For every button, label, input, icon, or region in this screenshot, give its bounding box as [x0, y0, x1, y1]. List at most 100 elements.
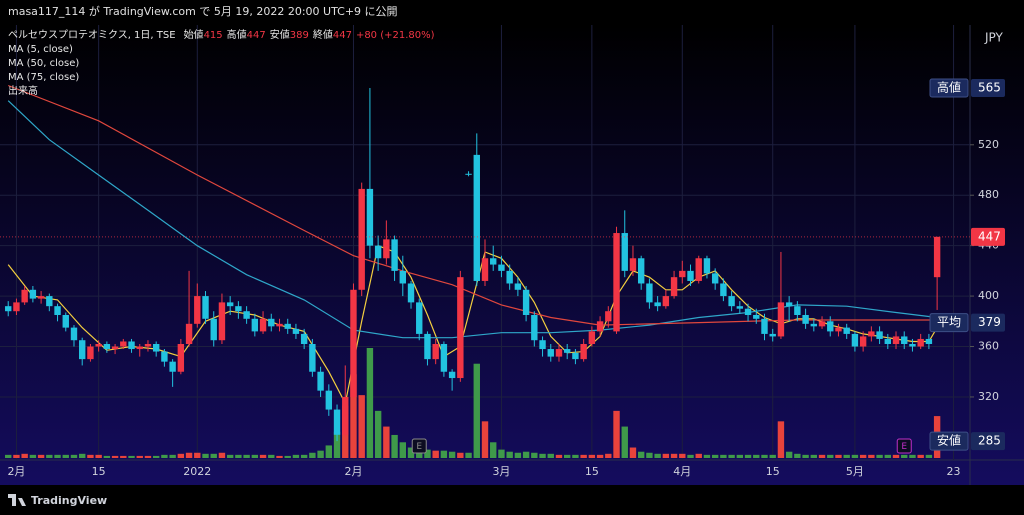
last-price-box [971, 227, 1005, 246]
volume-bar [744, 454, 752, 458]
x-tick-label: 5月 [846, 465, 864, 478]
candle-body [276, 323, 283, 327]
candle-body [300, 333, 308, 344]
event-box [896, 438, 912, 454]
x-tick-label: 4月 [673, 465, 691, 478]
volume-bar [613, 410, 620, 458]
candle-body [917, 338, 924, 347]
volume-bar [383, 426, 390, 458]
candle-body [399, 270, 406, 284]
volume-bar [539, 453, 546, 458]
candle-body [268, 318, 275, 327]
volume-bar [5, 454, 12, 458]
volume-bar [555, 454, 563, 458]
volume-bar [37, 454, 45, 458]
ma-line [7, 84, 938, 326]
volume-bar [703, 454, 711, 458]
candle-body [144, 344, 152, 347]
candle-body [802, 315, 809, 324]
y-tick-label: 320 [978, 390, 999, 403]
candle-body [580, 344, 587, 360]
volume-bar [473, 363, 480, 458]
candle-body [876, 331, 883, 339]
candle-body [317, 371, 324, 391]
volume-bar [785, 451, 793, 458]
volume-bar [391, 434, 398, 458]
x-tick-label: 2022 [183, 465, 211, 478]
candle-body [744, 308, 752, 315]
volume-bar [457, 452, 464, 458]
candle-body [235, 306, 242, 312]
volume-bar [876, 454, 883, 458]
candle-body [810, 323, 818, 327]
candle-body [383, 239, 390, 259]
legend-entry: 出来高 [8, 84, 38, 97]
volume-bar [802, 454, 809, 458]
volume-bar [152, 455, 160, 458]
volume-bar [120, 455, 127, 458]
ohlc-label: 終値 [313, 28, 333, 41]
volume-bar [761, 454, 768, 458]
event-box [411, 438, 427, 454]
candle-body [670, 277, 678, 297]
volume-bar [268, 454, 275, 458]
candle-body [29, 289, 37, 299]
volume-bar [892, 454, 900, 458]
candle-body [95, 344, 102, 347]
candle-body [703, 258, 711, 274]
volume-bar [325, 445, 333, 458]
candle-body [564, 349, 571, 353]
candle-body [539, 340, 546, 350]
candle-body [21, 289, 28, 303]
volume-bar [818, 454, 826, 458]
volume-bar [564, 454, 571, 458]
candle-body [481, 258, 489, 281]
volume-bar [621, 426, 628, 458]
candle-body [407, 283, 415, 303]
volume-bar [29, 454, 37, 458]
volume-bar [79, 453, 86, 458]
candles [5, 88, 941, 442]
volume-bar [720, 454, 727, 458]
volume-bar [736, 454, 744, 458]
volume-bar [925, 454, 933, 458]
candle-body [531, 315, 538, 341]
candle-body [284, 323, 291, 329]
volume-bar [333, 431, 341, 458]
candle-body [465, 173, 472, 175]
candle-body [169, 361, 176, 372]
candle-body [728, 296, 735, 307]
plot-background [0, 25, 1024, 485]
candle-body [596, 321, 604, 332]
volume-bar [21, 453, 28, 458]
candle-body [70, 327, 78, 341]
x-tick-label: 23 [947, 465, 961, 478]
candle-body [309, 344, 316, 372]
volume-bar [284, 455, 291, 458]
ohlc-label: 高値 [227, 28, 247, 41]
candle-body [711, 273, 719, 284]
x-tick-label: 15 [92, 465, 106, 478]
volume-bar [654, 453, 661, 458]
volume-bar [753, 454, 760, 458]
event-label: E [416, 442, 422, 452]
volume-bar [136, 455, 143, 458]
volume-bar [169, 454, 176, 458]
volume-bar [679, 453, 686, 458]
volume-bar [637, 451, 645, 458]
candle-body [901, 336, 908, 344]
volume-bar [728, 454, 735, 458]
candle-body [292, 328, 300, 334]
candle-body [868, 331, 875, 337]
candle-body [654, 302, 661, 307]
candle-body [342, 396, 349, 435]
volume-bar [481, 421, 489, 458]
logo-icon [8, 494, 26, 506]
legend-entry: MA (50, close) [8, 58, 79, 69]
candle-body [613, 233, 620, 332]
candle-body [777, 302, 785, 337]
volume-bar [769, 454, 776, 458]
candle-body [136, 346, 143, 350]
x-tick-label: 2月 [7, 465, 25, 478]
candle-body [152, 344, 160, 352]
